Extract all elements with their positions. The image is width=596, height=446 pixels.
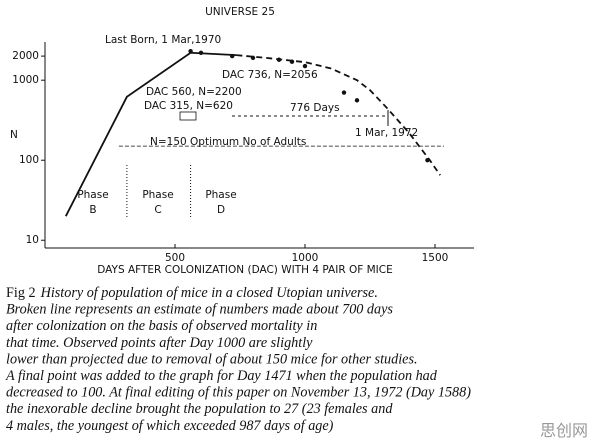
data-point [230, 53, 235, 59]
data-point [354, 98, 360, 103]
annotation: 1 Mar, 1972 [355, 127, 418, 139]
y-tick-label: 2000 [12, 50, 39, 62]
caption-line: 4 males, the youngest of which exceeded … [6, 418, 334, 434]
caption: Fig 2 History of population of mice in a … [5, 285, 471, 434]
chart: UNIVERSE 25 N DAYS AFTER COLONIZATION (D… [10, 6, 474, 276]
annotation: Last Born, 1 Mar,1970 [105, 34, 221, 46]
x-axis-label: DAYS AFTER COLONIZATION (DAC) WITH 4 PAI… [97, 264, 392, 276]
annotation: 776 Days [290, 102, 340, 114]
y-axis-label: N [10, 129, 18, 141]
data-point [341, 90, 347, 95]
phase-letter: B [89, 204, 96, 216]
data-point [250, 55, 256, 61]
marker-box [179, 111, 197, 121]
annotation: DAC 560, N=2200 [146, 86, 242, 98]
caption-label: Fig 2 [6, 285, 36, 301]
data-point [425, 158, 430, 163]
caption-line: that time. Observed points after Day 100… [6, 335, 313, 351]
series-line [236, 54, 441, 176]
data-point [289, 59, 295, 64]
caption-text: History of population of mice in a close… [40, 285, 378, 301]
x-tick-label: 1000 [292, 252, 319, 264]
y-tick-label: 100 [19, 154, 39, 166]
caption-line: Broken line represents an estimate of nu… [6, 302, 393, 318]
phase-label: Phase [77, 189, 108, 201]
x-tick-label: 1500 [422, 252, 449, 264]
caption-line: A final point was added to the graph for… [5, 368, 438, 384]
caption-line: the inexorable decline brought the popul… [6, 401, 393, 417]
phase-letter: D [217, 204, 225, 216]
data-point [276, 57, 282, 62]
x-tick-label: 500 [165, 252, 185, 264]
data-point [302, 63, 308, 69]
caption-line: after colonization on the basis of obser… [6, 318, 317, 334]
phase-label: Phase [205, 189, 236, 201]
phase-label: Phase [142, 189, 173, 201]
series-line [64, 51, 237, 217]
caption-line: decreased to 100. At final editing of th… [6, 385, 471, 401]
annotation: DAC 315, N=620 [144, 100, 233, 112]
phase-letter: C [154, 204, 161, 216]
annotation: DAC 736, N=2056 [222, 69, 318, 81]
data-point [188, 49, 193, 54]
y-tick-label: 10 [26, 234, 39, 246]
chart-title: UNIVERSE 25 [205, 6, 275, 18]
annotation: N=150 Optimum No of Adults [150, 136, 306, 148]
data-point [198, 50, 204, 55]
y-tick-label: 1000 [12, 74, 39, 86]
caption-line: Fig 2 History of population of mice in a … [6, 285, 378, 301]
caption-line: lower than projected due to removal of a… [6, 351, 418, 367]
watermark: 思创网 [540, 421, 588, 440]
